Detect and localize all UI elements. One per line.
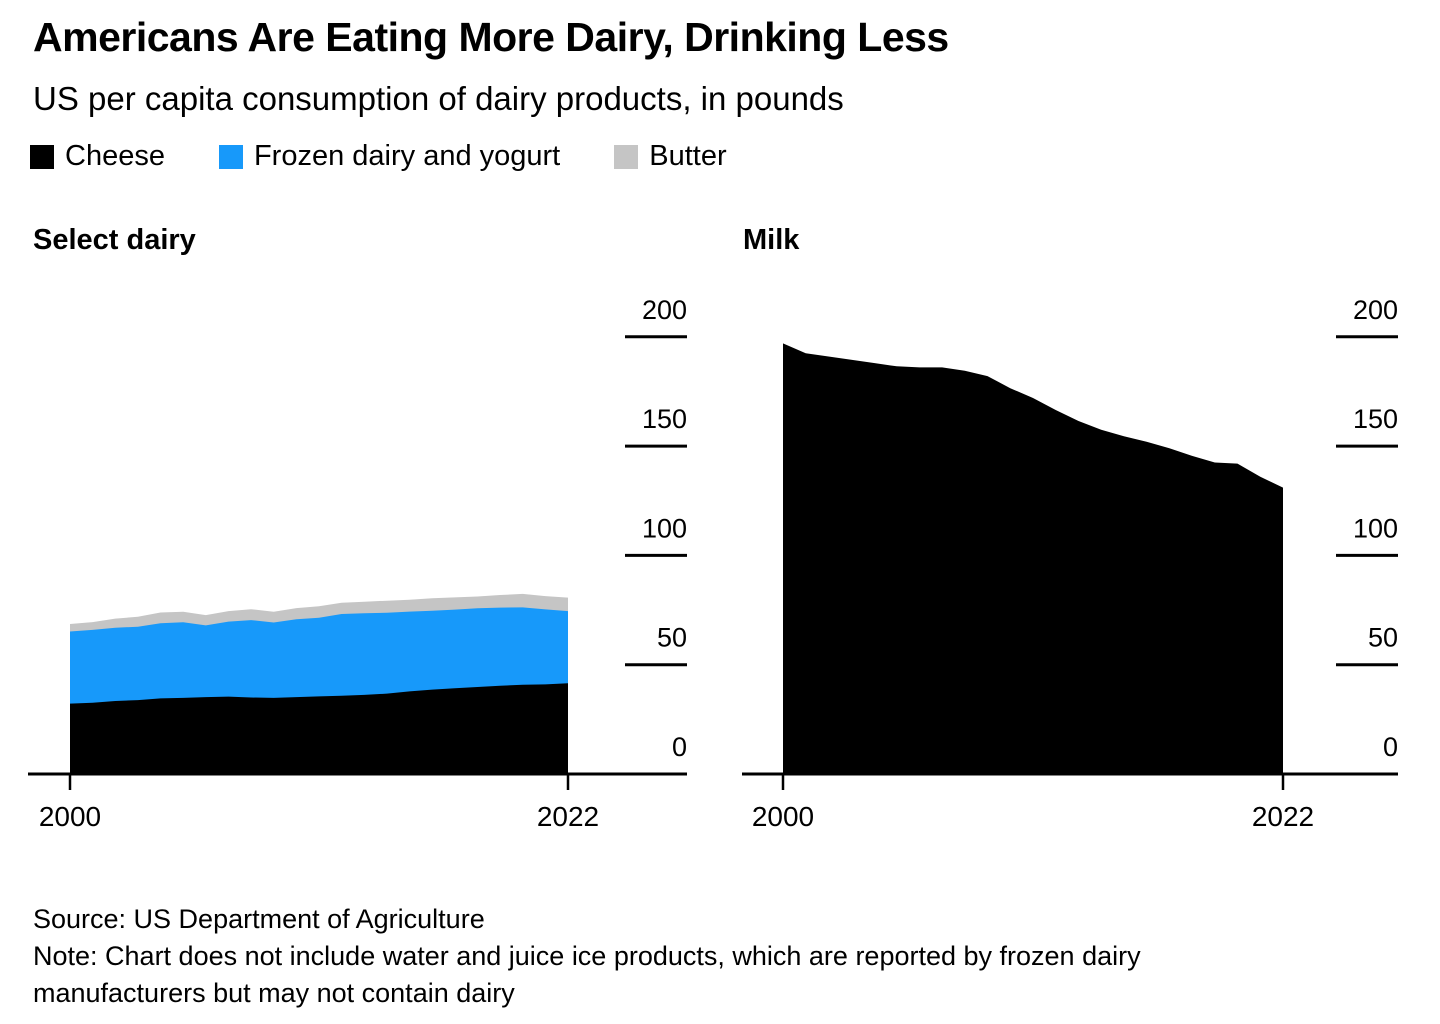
legend-swatch-icon (218, 144, 243, 169)
x-tick-label: 2022 (537, 801, 599, 832)
x-tick-label: 2000 (752, 801, 814, 832)
legend: Cheese Frozen dairy and yogurt Butter (30, 140, 727, 173)
legend-item-frozen-dairy-and-yogurt: Frozen dairy and yogurt (218, 140, 561, 173)
chart-title: Americans Are Eating More Dairy, Drinkin… (33, 14, 949, 60)
y-tick-label: 200 (1353, 295, 1398, 325)
panel-title-select-dairy: Select dairy (33, 224, 196, 256)
source-line: Source: US Department of Agriculture (33, 904, 485, 934)
select-dairy-chart: 0 50 100 150 200 2000 2022 (28, 295, 687, 832)
legend-swatch-icon (30, 144, 54, 169)
legend-label: Frozen dairy and yogurt (253, 140, 561, 172)
chart-subtitle: US per capita consumption of dairy produ… (33, 80, 844, 117)
note-line: Note: Chart does not include water and j… (33, 941, 1141, 1008)
y-tick-label: 0 (672, 732, 687, 762)
legend-swatch-icon (614, 144, 639, 169)
milk-chart: 0 50 100 150 200 2000 2022 (742, 295, 1398, 832)
y-tick-label: 50 (1368, 623, 1398, 653)
legend-label: Cheese (65, 140, 165, 172)
area-cheese (70, 683, 568, 774)
x-tick-label: 2000 (39, 801, 101, 832)
y-tick-label: 100 (642, 513, 687, 543)
footer: Source: US Department of Agriculture Not… (33, 901, 1288, 1012)
x-tick-label: 2022 (1252, 801, 1314, 832)
legend-label: Butter (649, 140, 727, 172)
y-tick-label: 100 (1353, 513, 1398, 543)
panel-title-milk: Milk (743, 224, 800, 256)
y-tick-label: 150 (642, 404, 687, 434)
legend-item-cheese: Cheese (30, 140, 165, 173)
y-tick-label: 200 (642, 295, 687, 325)
y-tick-label: 150 (1353, 404, 1398, 434)
area-milk (783, 343, 1283, 774)
y-tick-label: 50 (657, 623, 687, 653)
legend-item-butter: Butter (614, 140, 727, 173)
y-tick-label: 0 (1383, 732, 1398, 762)
